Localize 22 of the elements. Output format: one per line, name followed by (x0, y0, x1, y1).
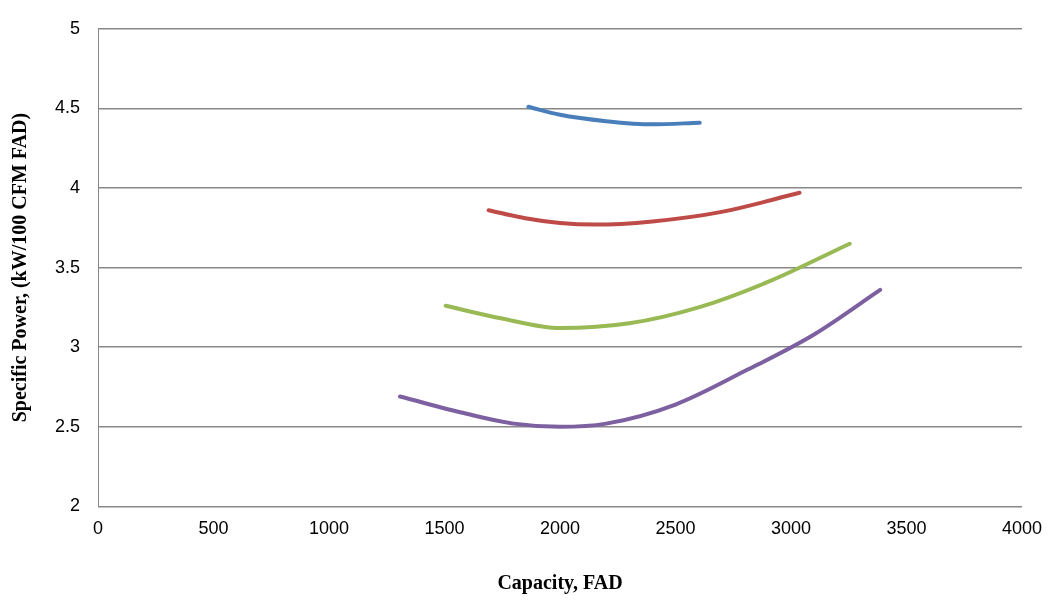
y-axis-title: Specific Power, (kW/100 CFM FAD) (8, 112, 32, 423)
x-tick-label: 1000 (308, 518, 350, 539)
line-series (397, 287, 883, 429)
line-series (486, 190, 802, 227)
y-tick-label: 5 (70, 17, 81, 38)
y-tick-label: 2 (70, 495, 81, 516)
y-tick-label: 4.5 (54, 97, 81, 118)
y-tick-label: 2.5 (54, 415, 81, 436)
x-tick-label: 1500 (424, 518, 465, 539)
x-tick-label: 4000 (1001, 518, 1042, 539)
x-tick-label: 2000 (539, 518, 581, 539)
x-tick-label: 2500 (655, 518, 696, 539)
line-series (443, 241, 852, 331)
y-tick-label: 3 (70, 336, 81, 357)
x-tick-label: 3000 (770, 518, 812, 539)
y-tick-label: 3.5 (54, 256, 81, 277)
x-axis-title: Capacity, FAD (497, 571, 623, 595)
y-tick-label: 4 (70, 176, 81, 197)
x-tick-label: 3500 (886, 518, 927, 539)
x-tick-label: 0 (93, 518, 104, 539)
line-series (526, 104, 702, 127)
x-tick-label: 500 (198, 518, 229, 539)
